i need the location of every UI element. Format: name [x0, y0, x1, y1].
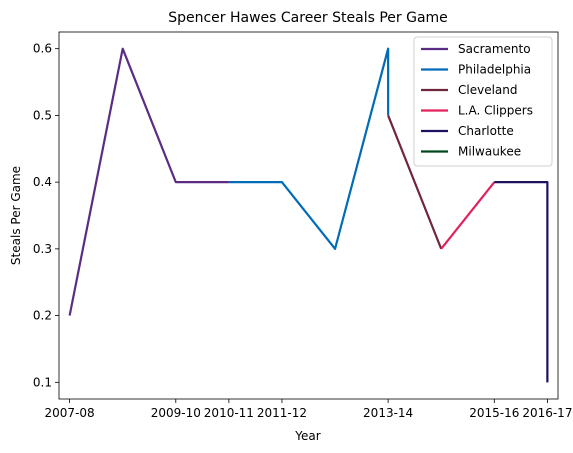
x-tick-label: 2011-12 [257, 406, 307, 420]
legend-entry: Charlotte [458, 124, 514, 138]
x-tick-label: 2007-08 [45, 406, 95, 420]
x-tick-label: 2015-16 [469, 406, 519, 420]
x-tick-label: 2013-14 [363, 406, 413, 420]
y-axis-label: Steals Per Game [9, 166, 23, 265]
series-line-1 [228, 47, 390, 250]
plot-frame [58, 31, 559, 400]
y-tick-label: 0.1 [33, 375, 52, 389]
series-line-2 [387, 115, 443, 250]
chart-title: Spencer Hawes Career Steals Per Game [168, 10, 448, 26]
series-line-4 [494, 181, 549, 383]
legend-box [413, 36, 553, 167]
series-line-0 [68, 47, 229, 316]
x-axis: 2007-08 2009-10 2010-11 2011-12 2013-14 2015-… [45, 399, 572, 420]
y-tick-label: 0.5 [33, 108, 52, 122]
x-tick-label: 2016-17 [522, 406, 572, 420]
legend-entry: L.A. Clippers [458, 104, 533, 118]
y-tick-label: 0.2 [33, 309, 52, 323]
legend-entry: Sacramento [458, 42, 531, 56]
y-tick-label: 0.4 [33, 175, 52, 189]
series-layer [68, 47, 549, 383]
y-axis: 0.1 0.2 0.3 0.4 0.5 0.6 [33, 42, 59, 389]
legend-entry: Philadelphia [458, 63, 531, 77]
x-axis-label: Year [294, 429, 320, 443]
y-tick-label: 0.3 [33, 242, 52, 256]
x-tick-label: 2009-10 [151, 406, 201, 420]
legend-entry: Cleveland [458, 83, 518, 97]
legend-entry: Milwaukee [458, 145, 521, 159]
x-tick-label: 2010-11 [204, 406, 254, 420]
y-tick-label: 0.6 [33, 42, 52, 56]
legend: Sacramento Philadelphia Cleveland L.A. Clip… [413, 36, 553, 167]
series-line-3 [440, 181, 496, 250]
